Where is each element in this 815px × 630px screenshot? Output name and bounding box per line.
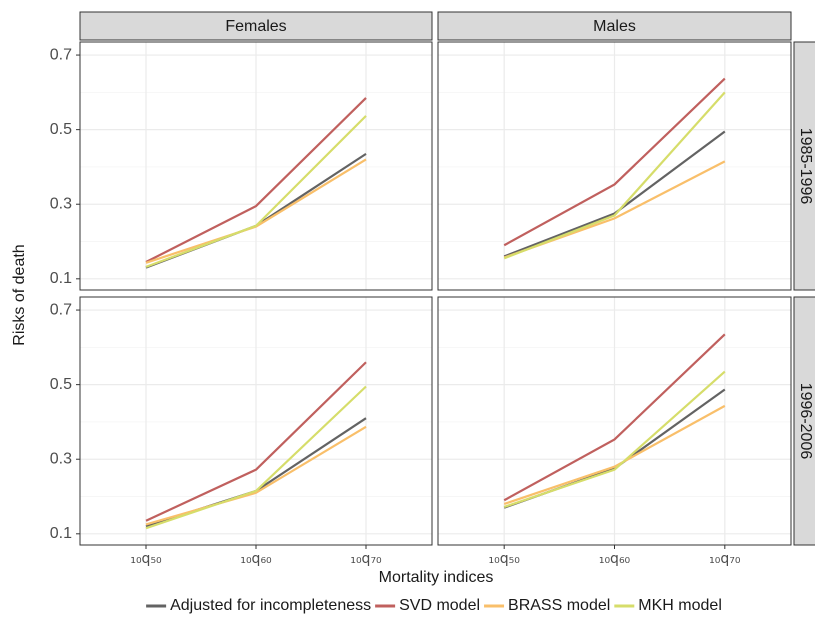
facet-label: 1985-1996: [797, 128, 814, 205]
facet-strip: [793, 296, 815, 546]
y-tick-label: 0.1: [50, 270, 72, 287]
y-tick-label: 0.5: [50, 376, 72, 393]
series-line: [503, 333, 726, 502]
legend-label: MKH model: [638, 597, 722, 614]
series-line: [503, 370, 726, 509]
series-line: [145, 97, 367, 264]
y-axis-title: Risks of death: [11, 244, 28, 345]
series-line: [503, 130, 726, 258]
series-line: [145, 385, 367, 530]
x-tick-label: ₁₀q₅₀: [130, 551, 162, 567]
panel-border: [79, 41, 433, 291]
legend-label: BRASS model: [508, 597, 610, 614]
y-tick-label: 0.3: [50, 450, 72, 467]
x-tick-label: ₁₀q₇₀: [709, 551, 741, 567]
legend-label: Adjusted for incompleteness: [170, 597, 371, 614]
x-tick-label: ₁₀q₆₀: [599, 551, 631, 567]
series-line: [145, 425, 367, 526]
facet-strip: [793, 41, 815, 291]
facet-label: Males: [593, 18, 636, 35]
series-line: [503, 77, 726, 247]
x-tick-label: ₁₀q₇₀: [350, 551, 382, 567]
y-tick-label: 0.5: [50, 121, 72, 138]
legend-label: SVD model: [399, 597, 480, 614]
series-line: [145, 361, 367, 522]
panel-border: [79, 296, 433, 546]
facet-strip: [437, 11, 792, 41]
panel-border: [437, 41, 792, 291]
y-tick-label: 0.7: [50, 301, 72, 318]
facet-label: 1996-2006: [797, 383, 814, 460]
x-tick-label: ₁₀q₅₀: [489, 551, 521, 567]
series-line: [503, 404, 726, 506]
y-tick-label: 0.7: [50, 46, 72, 63]
facet-label: Females: [225, 18, 286, 35]
x-axis-title: Mortality indices: [379, 569, 494, 586]
panel-border: [437, 296, 792, 546]
x-tick-label: ₁₀q₆₀: [240, 551, 272, 567]
series-line: [503, 91, 726, 260]
series-line: [145, 115, 367, 268]
y-tick-label: 0.3: [50, 195, 72, 212]
y-tick-label: 0.1: [50, 525, 72, 542]
facet-strip: [79, 11, 433, 41]
